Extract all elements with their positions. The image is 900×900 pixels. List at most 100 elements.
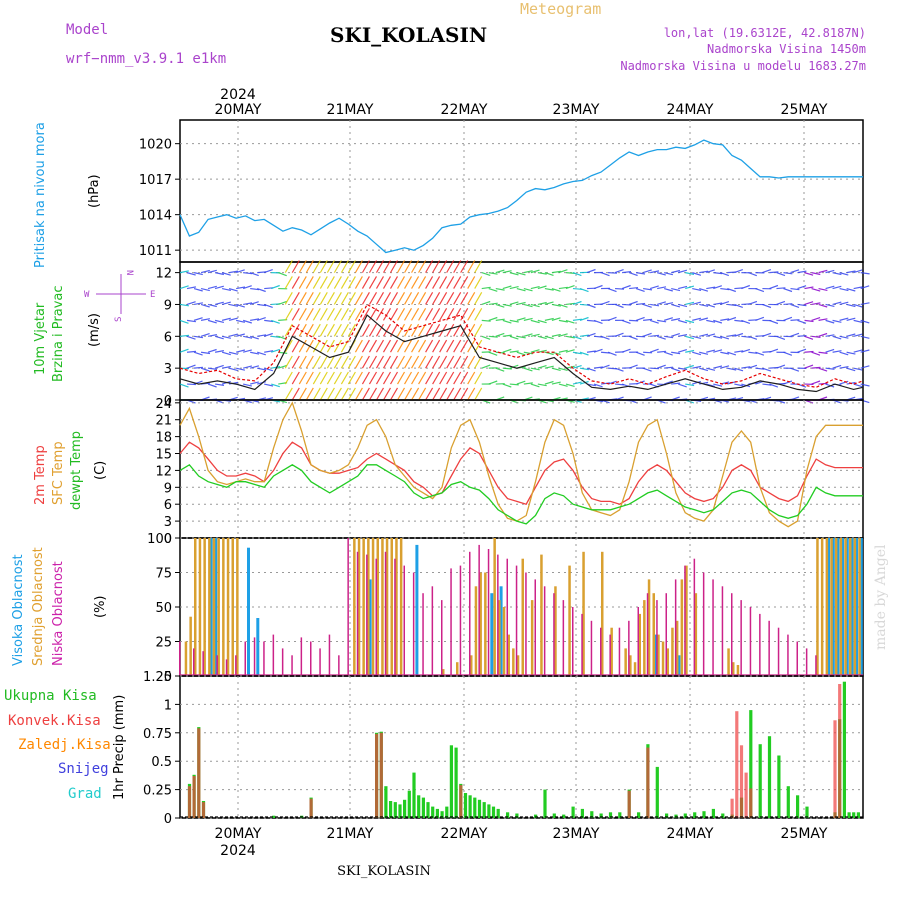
- wind-arrow: [340, 260, 349, 273]
- wind-arrow: [257, 334, 267, 337]
- wind-arrow: [776, 300, 786, 306]
- low-cloud-bar: [796, 641, 798, 676]
- low-cloud-bar: [628, 620, 630, 676]
- wind-arrow: [488, 335, 498, 338]
- wind-arrow: [186, 335, 196, 340]
- wind-arrow: [291, 260, 300, 273]
- wind-arrow: [523, 270, 533, 274]
- convective-precip-bar: [730, 798, 734, 818]
- wind-arrow: [411, 371, 420, 385]
- wind-arrow: [692, 272, 702, 276]
- wind-arrow: [291, 387, 300, 401]
- wind-panel: 0 3 6 9 12: [155, 260, 870, 409]
- wind-arrow: [818, 318, 828, 321]
- cloud-label-mid: Srednja Oblacnost: [31, 547, 46, 666]
- wind-arrow: [214, 335, 224, 340]
- year-top: 2024: [220, 87, 256, 103]
- wind-arrow: [453, 355, 462, 369]
- temp-unit: (C): [93, 461, 108, 480]
- total-precip-bar: [463, 793, 468, 818]
- wind-arrow: [811, 317, 821, 321]
- low-cloud-bar: [506, 558, 508, 676]
- wind-arrow: [319, 260, 328, 273]
- wind-arrow: [720, 287, 730, 291]
- wind-arrow: [678, 383, 687, 388]
- wind-arrow: [572, 335, 582, 340]
- low-cloud-bar: [366, 554, 368, 676]
- low-cloud-bar: [412, 572, 415, 676]
- wind-arrow: [382, 307, 392, 321]
- low-cloud-bar: [375, 558, 377, 676]
- total-precip-bar: [552, 813, 556, 818]
- wind-arrow: [678, 349, 687, 353]
- wind-arrow: [727, 316, 737, 321]
- wind-arrow: [860, 272, 870, 275]
- wind-arrow: [776, 272, 786, 277]
- wind-arrow: [699, 317, 709, 321]
- wind-arrow: [657, 350, 667, 353]
- wind-arrow: [621, 319, 631, 324]
- wind-arrow: [298, 307, 307, 321]
- wind-arrow: [755, 367, 765, 370]
- wind-arrow: [298, 339, 307, 353]
- wind-arrow: [250, 351, 260, 355]
- wind-arrow: [586, 350, 596, 353]
- low-cloud-bar: [328, 634, 331, 676]
- tick-label: 6: [164, 498, 172, 513]
- low-cloud-bar: [347, 538, 349, 676]
- mid-cloud-bar: [376, 538, 379, 676]
- mid-cloud-bar: [633, 662, 637, 676]
- convective-precip-bar: [197, 728, 201, 818]
- low-cloud-bar: [384, 551, 387, 676]
- convective-precip-bar: [646, 747, 650, 818]
- tick-label: 0.75: [143, 727, 172, 742]
- total-precip-bar: [440, 811, 444, 818]
- total-precip-bar: [426, 802, 430, 818]
- tick-label: 6: [164, 330, 172, 345]
- low-cloud-bar: [525, 572, 527, 676]
- compass-rose: W E N S: [84, 270, 155, 322]
- cloud-label-high: Visoka Oblacnost: [11, 554, 26, 666]
- mid-cloud-bar: [839, 538, 843, 676]
- mid-cloud-bar: [727, 648, 730, 676]
- high-cloud-bar: [677, 655, 681, 676]
- low-cloud-bar: [712, 579, 714, 676]
- mid-cloud-bar: [816, 538, 819, 676]
- wind-arrow: [439, 371, 448, 385]
- wind-arrow: [678, 319, 688, 324]
- wind-arrow: [649, 348, 659, 353]
- panels: 1011101410171020036912036912151821240255…: [139, 119, 870, 827]
- wind-arrow: [375, 292, 385, 305]
- wind-arrow: [418, 260, 427, 273]
- wind-arrow: [425, 307, 434, 321]
- low-cloud-bar: [356, 551, 359, 676]
- wind-arrow: [179, 270, 189, 274]
- wind-arrow: [797, 285, 807, 290]
- wind-arrow: [685, 349, 695, 353]
- wind-arrow: [368, 339, 378, 353]
- wind-arrow: [453, 260, 462, 273]
- wind-arrow: [200, 269, 210, 274]
- wind-arrow: [242, 349, 252, 353]
- mid-cloud-bar: [736, 665, 740, 676]
- wind-arrow: [193, 302, 204, 306]
- wind-arrow: [734, 269, 744, 274]
- wind-arrow: [446, 291, 455, 305]
- wind-arrow: [193, 287, 203, 292]
- mid-cloud-bar: [647, 579, 651, 676]
- wind-arrow: [312, 276, 321, 289]
- wind-arrow: [200, 303, 210, 308]
- wind-arrow: [846, 270, 856, 274]
- wind-arrow: [720, 335, 730, 340]
- wind-arrow: [214, 364, 224, 369]
- wind-arrow: [650, 270, 660, 274]
- total-precip-bar: [562, 814, 566, 818]
- wind-arrow: [671, 333, 680, 337]
- wind-arrow: [298, 292, 307, 305]
- wind-arrow: [551, 317, 561, 321]
- wind-arrow: [769, 284, 779, 290]
- mid-cloud-bar: [661, 641, 665, 676]
- wind-arrow: [818, 303, 828, 308]
- wind-arrow: [221, 301, 231, 306]
- wind-arrow: [242, 285, 252, 290]
